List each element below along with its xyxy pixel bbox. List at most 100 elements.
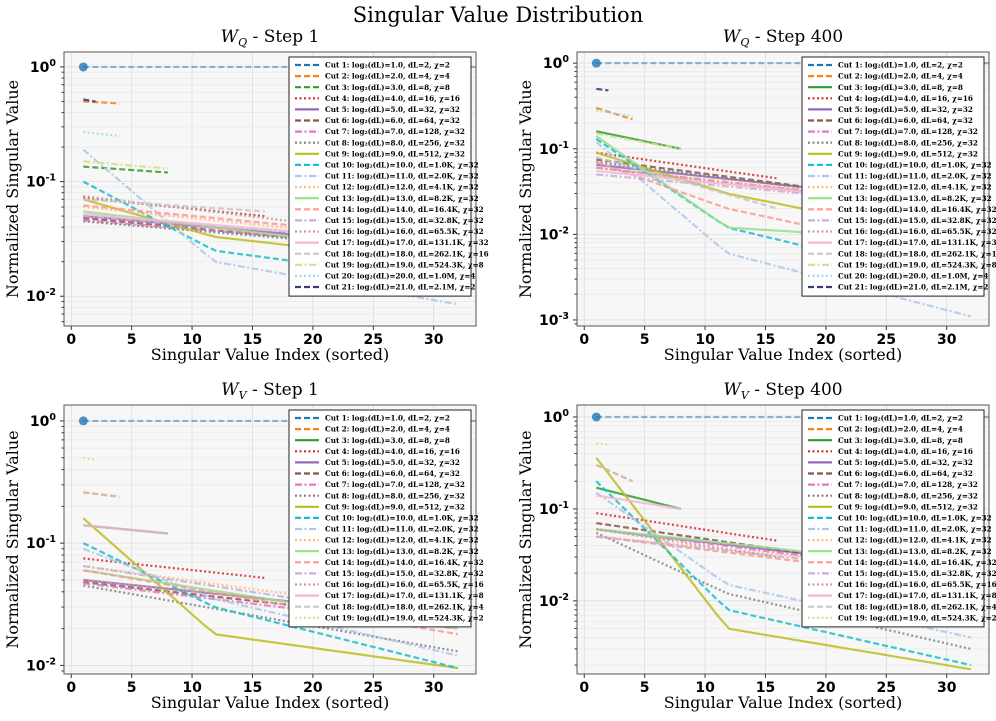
y-tick-label: 10-2 bbox=[26, 287, 56, 305]
title-var: W bbox=[723, 27, 742, 47]
series-line-16 bbox=[83, 578, 265, 600]
series-line-4 bbox=[596, 512, 778, 542]
x-tick-label: 15 bbox=[756, 332, 775, 348]
x-tick-label: 15 bbox=[756, 680, 775, 696]
series-line-16 bbox=[596, 528, 778, 559]
legend-entry: Cut 15: log₂(dL)=15.0, dL=32.8K, χ=32 bbox=[325, 569, 484, 578]
x-tick-label: 30 bbox=[937, 680, 957, 696]
y-tick-label: 100 bbox=[30, 412, 56, 430]
chart-panel-2: 0 5 10 15 20 25 30 100 10-1 10-2 10-3 WQ - Step 400… bbox=[516, 27, 996, 364]
legend-entry: Cut 4: log₂(dL)=4.0, dL=16, χ=16 bbox=[838, 447, 973, 456]
legend-box bbox=[288, 409, 472, 628]
legend-entry: Cut 2: log₂(dL)=2.0, dL=4, χ=4 bbox=[838, 425, 963, 434]
legend-entry: Cut 18: log₂(dL)=18.0, dL=262.1K, χ=16 bbox=[838, 249, 996, 258]
legend-entry: Cut 7: log₂(dL)=7.0, dL=128, χ=32 bbox=[838, 127, 978, 136]
series-line-18 bbox=[83, 198, 265, 213]
panel-title: WV - Step 1 bbox=[221, 380, 319, 402]
y-tick-exponent: 0 bbox=[562, 54, 569, 65]
legend-entry: Cut 12: log₂(dL)=12.0, dL=4.1K, χ=32 bbox=[325, 183, 479, 192]
y-tick-label: 10-1 bbox=[26, 534, 56, 552]
series-line-2 bbox=[83, 100, 120, 105]
legend-entry: Cut 9: log₂(dL)=9.0, dL=512, χ=32 bbox=[838, 502, 978, 511]
legend-entry: Cut 2: log₂(dL)=2.0, dL=4, χ=4 bbox=[838, 72, 963, 81]
legend-entry: Cut 13: log₂(dL)=13.0, dL=8.2K, χ=32 bbox=[838, 194, 992, 203]
series-line-19 bbox=[83, 160, 168, 170]
figure-title: Singular Value Distribution bbox=[352, 3, 644, 27]
legend-entry: Cut 6: log₂(dL)=6.0, dL=64, χ=32 bbox=[325, 116, 460, 125]
legend-entry: Cut 10: log₂(dL)=10.0, dL=1.0K, χ=32 bbox=[325, 161, 479, 170]
legend-box bbox=[288, 56, 472, 297]
y-tick-label: 10-1 bbox=[26, 173, 56, 191]
series-line-20 bbox=[83, 131, 120, 138]
legend-entry: Cut 9: log₂(dL)=9.0, dL=512, χ=32 bbox=[838, 149, 978, 158]
x-tick-label: 30 bbox=[424, 332, 444, 348]
title-var: W bbox=[221, 27, 240, 47]
series-line-17 bbox=[596, 494, 682, 510]
x-tick-label: 0 bbox=[66, 332, 76, 348]
legend-entry: Cut 18: log₂(dL)=18.0, dL=262.1K, χ=4 bbox=[325, 602, 484, 611]
x-axis-label: Singular Value Index (sorted) bbox=[664, 693, 902, 712]
y-axis-label: Normalized Singular Value bbox=[3, 430, 22, 648]
legend-entry: Cut 20: log₂(dL)=20.0, dL=1.0M, χ=4 bbox=[838, 272, 988, 281]
y-tick-label: 100 bbox=[30, 58, 56, 76]
legend-entry: Cut 7: log₂(dL)=7.0, dL=128, χ=32 bbox=[325, 127, 465, 136]
panel-title: WQ - Step 400 bbox=[723, 27, 843, 49]
legend-entry: Cut 4: log₂(dL)=4.0, dL=16, χ=16 bbox=[325, 447, 460, 456]
legend-entry: Cut 15: log₂(dL)=15.0, dL=32.8K, χ=32 bbox=[838, 216, 996, 225]
legend-entry: Cut 8: log₂(dL)=8.0, dL=256, χ=32 bbox=[325, 491, 465, 500]
legend-entry: Cut 5: log₂(dL)=5.0, dL=32, χ=32 bbox=[838, 458, 973, 467]
series-line-8 bbox=[595, 531, 972, 650]
legend-box bbox=[801, 56, 985, 297]
x-tick-label: 10 bbox=[695, 680, 715, 696]
legend-entry: Cut 19: log₂(dL)=19.0, dL=524.3K, χ=2 bbox=[325, 613, 484, 622]
series-line-17 bbox=[83, 524, 169, 535]
legend-entry: Cut 11: log₂(dL)=11.0, dL=2.0K, χ=32 bbox=[838, 525, 992, 534]
panel-title: WV - Step 400 bbox=[723, 380, 842, 402]
x-tick-label: 0 bbox=[579, 332, 589, 348]
plot-frame bbox=[63, 51, 477, 327]
legend-entry: Cut 4: log₂(dL)=4.0, dL=16, χ=16 bbox=[838, 94, 973, 103]
legend-entry: Cut 12: log₂(dL)=12.0, dL=4.1K, χ=32 bbox=[325, 536, 479, 545]
series-line-21 bbox=[83, 98, 96, 103]
x-tick-label: 15 bbox=[243, 680, 262, 696]
legend-entry: Cut 5: log₂(dL)=5.0, dL=32, χ=32 bbox=[325, 458, 460, 467]
x-tick-label: 30 bbox=[937, 332, 957, 348]
series-line-18 bbox=[595, 463, 634, 483]
x-tick-label: 25 bbox=[877, 680, 896, 696]
y-tick-exponent: -1 bbox=[558, 140, 569, 151]
title-sub: Q bbox=[740, 36, 749, 49]
legend-entry: Cut 8: log₂(dL)=8.0, dL=256, χ=32 bbox=[325, 138, 465, 147]
x-tick-label: 5 bbox=[640, 680, 650, 696]
x-tick-label: 0 bbox=[579, 680, 589, 696]
legend-entry: Cut 14: log₂(dL)=14.0, dL=16.4K, χ=32 bbox=[325, 205, 484, 214]
x-tick-label: 20 bbox=[816, 332, 836, 348]
x-axis-label: Singular Value Index (sorted) bbox=[664, 345, 902, 364]
y-tick-label: 100 bbox=[543, 54, 569, 72]
legend-entry: Cut 8: log₂(dL)=8.0, dL=256, χ=32 bbox=[838, 138, 978, 147]
legend: Cut 1: log₂(dL)=1.0, dL=2, χ=2 Cut 2: log… bbox=[288, 56, 489, 297]
series-line-10 bbox=[595, 480, 972, 667]
x-tick-label: 5 bbox=[127, 680, 137, 696]
legend-entry: Cut 16: log₂(dL)=16.0, dL=65.5K, χ=32 bbox=[325, 227, 484, 236]
legend-entry: Cut 10: log₂(dL)=10.0, dL=1.0K, χ=32 bbox=[838, 161, 992, 170]
title-var: W bbox=[221, 380, 240, 400]
legend-entry: Cut 13: log₂(dL)=13.0, dL=8.2K, χ=32 bbox=[325, 194, 479, 203]
legend-entry: Cut 19: log₂(dL)=19.0, dL=524.3K, χ=2 bbox=[838, 613, 996, 622]
legend-entry: Cut 10: log₂(dL)=10.0, dL=1.0K, χ=32 bbox=[325, 514, 479, 523]
legend-entry: Cut 17: log₂(dL)=17.0, dL=131.1K, χ=32 bbox=[325, 238, 489, 247]
title-sub: V bbox=[741, 389, 750, 402]
legend-entry: Cut 17: log₂(dL)=17.0, dL=131.1K, χ=8 bbox=[838, 591, 996, 600]
x-tick-label: 10 bbox=[695, 332, 715, 348]
legend: Cut 1: log₂(dL)=1.0, dL=2, χ=2 Cut 2: log… bbox=[801, 409, 996, 628]
legend-entry: Cut 6: log₂(dL)=6.0, dL=64, χ=32 bbox=[325, 469, 460, 478]
series-line-18 bbox=[83, 491, 120, 498]
plot-frame bbox=[576, 404, 990, 675]
legend-entry: Cut 11: log₂(dL)=11.0, dL=2.0K, χ=32 bbox=[325, 525, 479, 534]
x-tick-label: 10 bbox=[182, 332, 202, 348]
legend-entry: Cut 2: log₂(dL)=2.0, dL=4, χ=4 bbox=[325, 425, 450, 434]
y-tick-exponent: 0 bbox=[49, 58, 56, 69]
legend-entry: Cut 12: log₂(dL)=12.0, dL=4.1K, χ=32 bbox=[838, 183, 992, 192]
legend-entry: Cut 5: log₂(dL)=5.0, dL=32, χ=32 bbox=[325, 105, 460, 114]
series-line-10 bbox=[82, 542, 459, 670]
series-line-19 bbox=[596, 132, 682, 150]
